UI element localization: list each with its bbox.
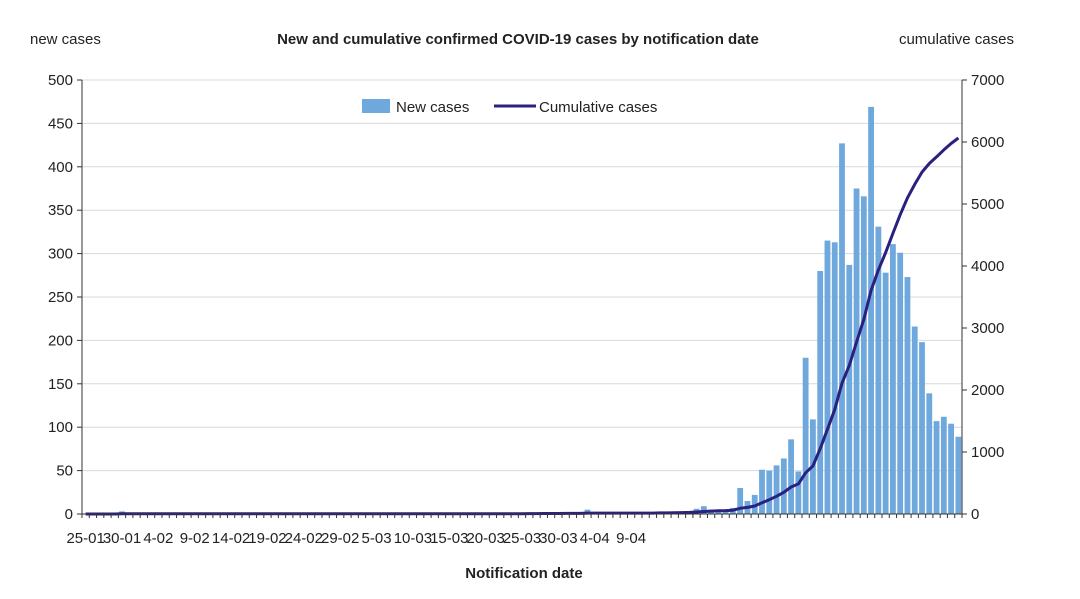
right-tick-label: 1000	[971, 444, 1004, 461]
right-tick-label: 2000	[971, 382, 1004, 399]
x-tick-label: 9-04	[616, 530, 646, 547]
legend-new-cases-swatch	[362, 99, 390, 113]
x-axis-title: Notification date	[465, 565, 583, 582]
left-tick-label: 250	[48, 289, 73, 306]
gridlines	[82, 79, 962, 472]
bar	[802, 357, 809, 514]
x-tick-label: 25-01	[66, 530, 104, 547]
left-tick-label: 300	[48, 246, 73, 263]
left-axis-unit-label: new cases	[30, 31, 101, 48]
bar	[759, 469, 765, 514]
x-tick-label: 9-02	[180, 530, 210, 547]
x-tick-label: 29-02	[321, 530, 359, 547]
left-tick-label: 200	[48, 332, 73, 349]
bar	[824, 240, 831, 514]
bar	[868, 106, 874, 515]
x-tick-label: 4-04	[580, 530, 610, 547]
x-tick-label: 20-03	[466, 530, 504, 547]
bar	[933, 421, 940, 514]
left-tick-label: 50	[56, 463, 73, 480]
legend: New cases Cumulative cases	[362, 99, 657, 116]
bar	[795, 471, 802, 514]
left-axis-ticks: 0 50 100 150 200 250 300 350 400 450 500	[48, 72, 82, 523]
left-tick-label: 400	[48, 159, 73, 176]
bar	[860, 196, 867, 514]
x-tick-label: 30-01	[103, 530, 141, 547]
right-axis-ticks: 0 1000 2000 3000 4000 5000 6000 7000	[962, 72, 1004, 523]
left-tick-label: 100	[48, 419, 73, 436]
left-tick-label: 350	[48, 202, 73, 219]
bar	[940, 416, 947, 514]
bar	[846, 264, 853, 514]
x-tick-label: 19-02	[248, 530, 286, 547]
bar	[737, 487, 744, 514]
x-tick-label: 25-03	[503, 530, 541, 547]
bar	[897, 252, 904, 514]
bar	[955, 436, 962, 514]
bar	[904, 277, 911, 514]
left-tick-label: 150	[48, 376, 73, 393]
bar	[911, 326, 918, 514]
bar	[948, 423, 954, 514]
right-tick-label: 4000	[971, 258, 1004, 275]
x-tick-label: 24-02	[285, 530, 323, 547]
left-tick-label: 450	[48, 115, 73, 132]
bar	[773, 465, 780, 514]
right-tick-label: 3000	[971, 320, 1004, 337]
x-tick-label: 15-03	[430, 530, 468, 547]
right-tick-label: 5000	[971, 196, 1004, 213]
bar	[831, 242, 838, 515]
bar	[839, 143, 845, 514]
left-tick-label: 0	[65, 506, 73, 523]
bar	[788, 439, 794, 514]
x-tick-label: 10-03	[394, 530, 432, 547]
right-axis-unit-label: cumulative cases	[899, 31, 1014, 48]
x-tick-label: 4-02	[143, 530, 173, 547]
right-tick-label: 7000	[971, 72, 1004, 89]
bar	[926, 393, 933, 514]
legend-new-cases-label: New cases	[396, 99, 469, 116]
left-tick-label: 500	[48, 72, 73, 89]
bar	[817, 270, 824, 514]
x-tick-label: 14-02	[212, 530, 250, 547]
new-cases-bars	[119, 106, 962, 515]
x-tick-label: 30-03	[539, 530, 577, 547]
bar	[722, 510, 729, 514]
bar	[882, 272, 889, 514]
bar	[766, 470, 773, 514]
bar	[890, 244, 896, 514]
right-tick-label: 0	[971, 506, 979, 523]
x-tick-label: 5-03	[362, 530, 392, 547]
chart-title: New and cumulative confirmed COVID-19 ca…	[277, 31, 759, 48]
bar	[919, 342, 925, 514]
legend-cumulative-label: Cumulative cases	[539, 99, 657, 116]
bar	[875, 226, 882, 514]
bar	[780, 458, 787, 514]
bar	[853, 188, 860, 514]
right-tick-label: 6000	[971, 134, 1004, 151]
